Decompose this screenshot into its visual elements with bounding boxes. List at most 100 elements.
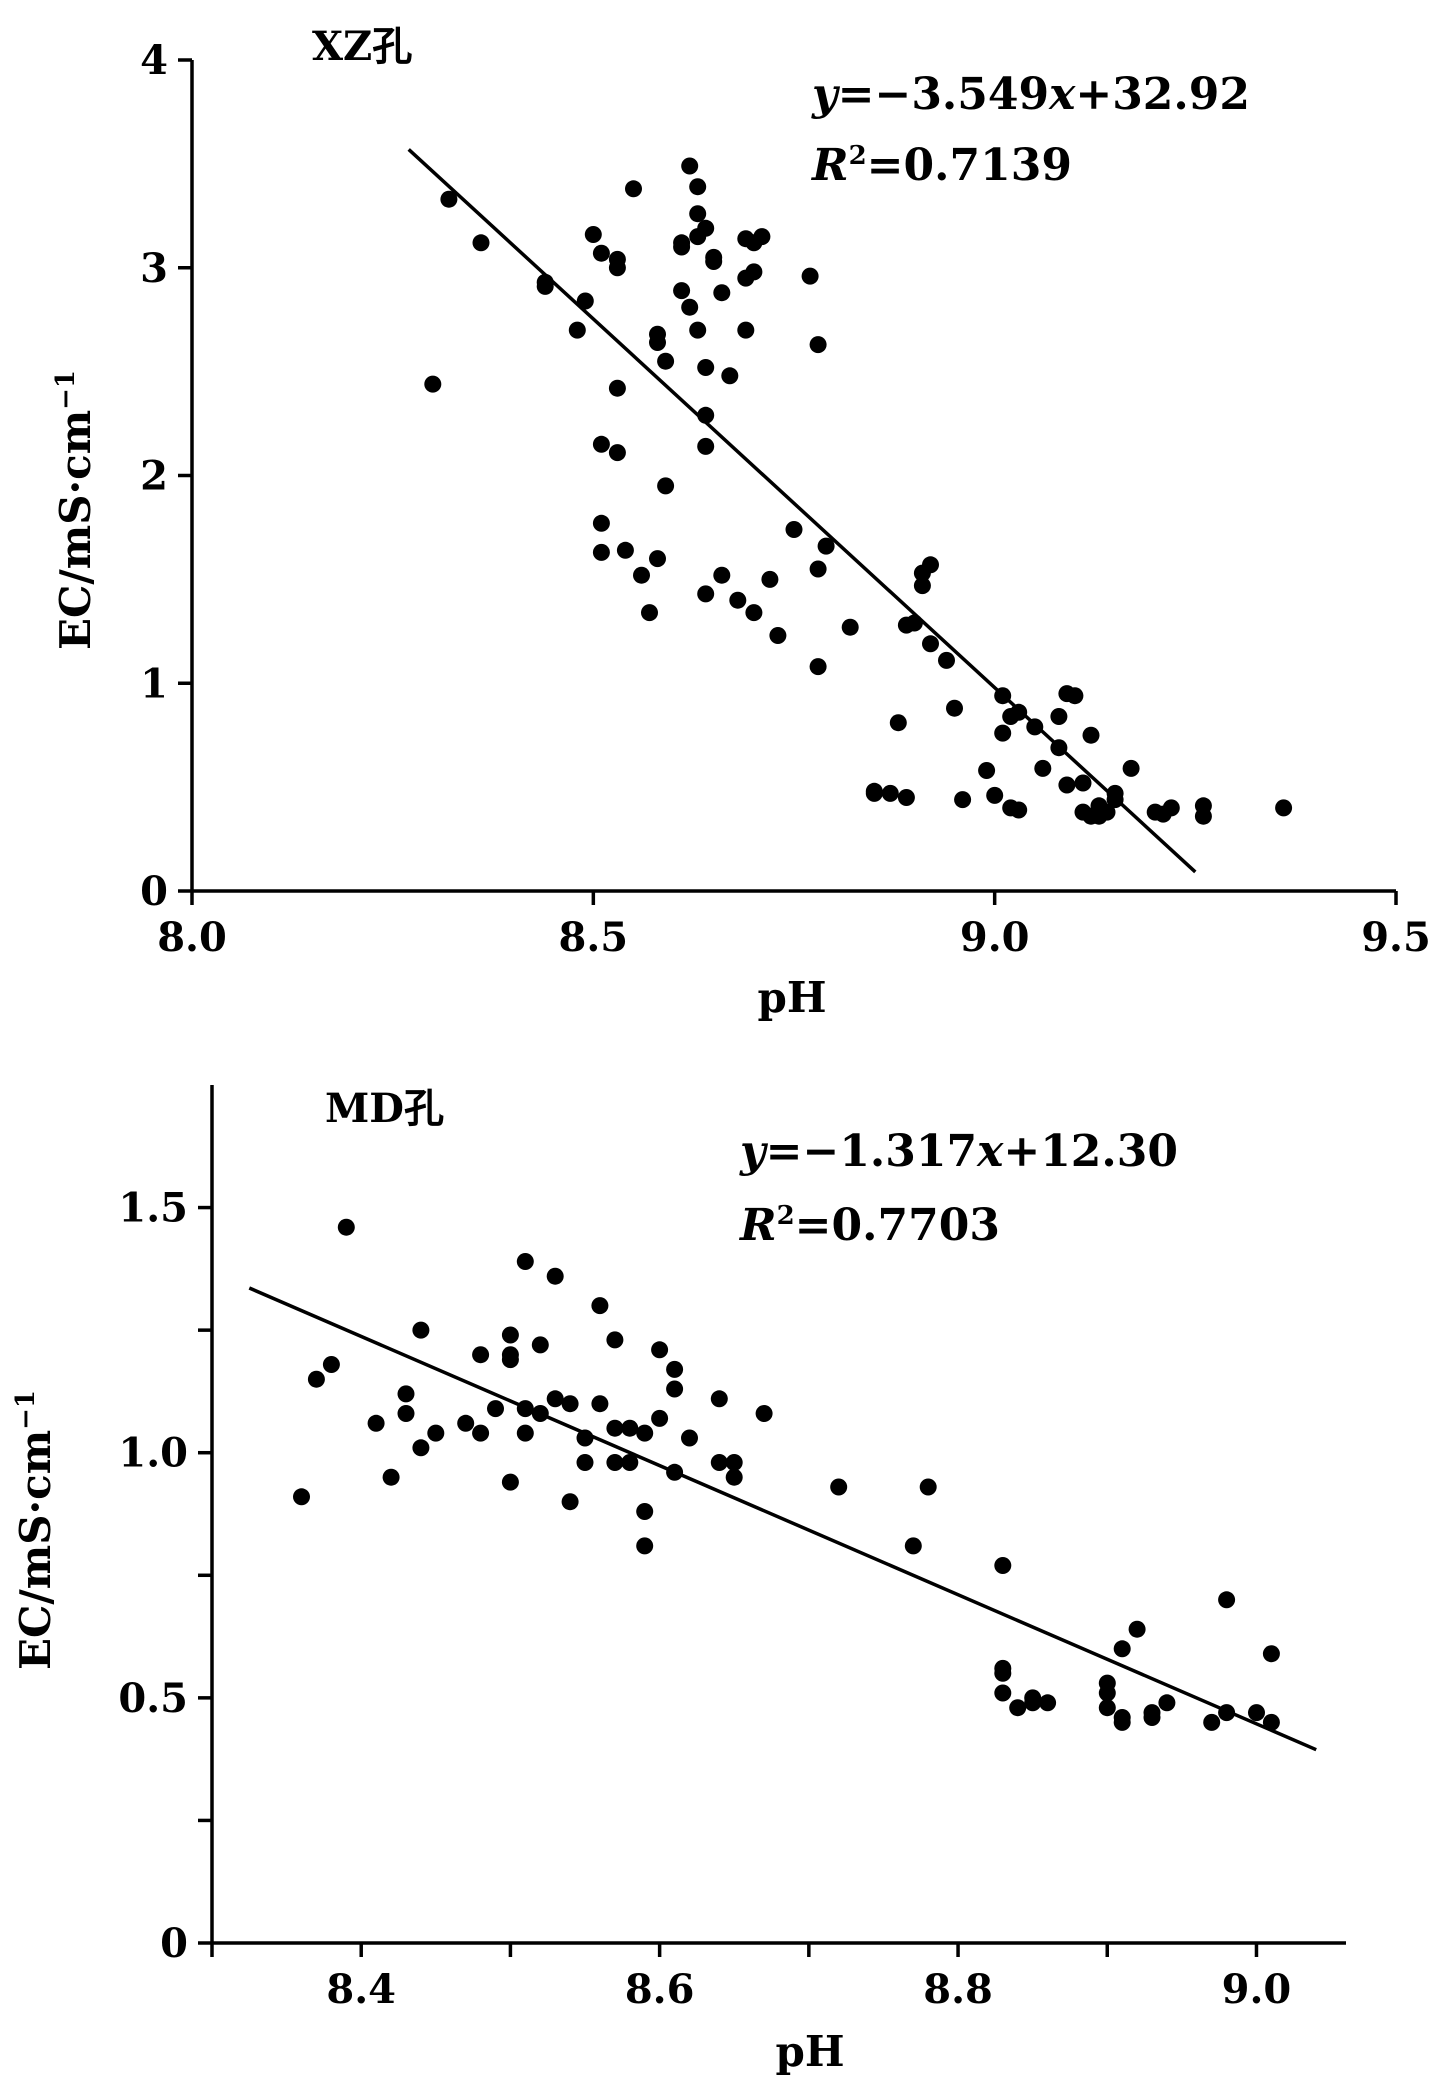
xz-point-42	[713, 566, 731, 584]
xz-x-tick-label-2: 9.0	[960, 914, 1030, 961]
md-r-var: R	[738, 1200, 777, 1251]
xz-point-56	[809, 336, 827, 354]
xz-r-value: =0.7139	[867, 140, 1072, 191]
md-point-26	[561, 1395, 579, 1413]
xz-point-44	[729, 591, 747, 609]
md-x-tick-label-3: 9.0	[1222, 1966, 1292, 2013]
xz-point-72	[938, 651, 955, 669]
md-point-4	[367, 1414, 385, 1432]
md-x-axis-title: pH	[775, 2027, 844, 2076]
md-point-64	[1098, 1699, 1116, 1717]
md-point-46	[710, 1390, 728, 1408]
xz-eq-slope: =−3.549	[838, 69, 1050, 120]
md-point-32	[606, 1331, 624, 1349]
md-point-14	[487, 1400, 504, 1418]
xz-point-58	[809, 658, 827, 676]
md-point-2	[322, 1356, 340, 1373]
xz-point-75	[978, 762, 996, 779]
xz-point-34	[689, 321, 707, 339]
xz-point-104	[1194, 807, 1212, 825]
xz-point-74	[954, 791, 972, 809]
xz-point-105	[1275, 799, 1293, 817]
xz-eq-y-var: y	[811, 69, 841, 120]
xz-point-31	[689, 205, 707, 223]
xz-point-13	[608, 444, 626, 462]
xz-y-tick-label-2: 2	[140, 453, 168, 500]
xz-point-71	[922, 635, 939, 653]
xz-point-43	[721, 367, 739, 385]
md-point-60	[1024, 1694, 1042, 1712]
md-y-axis-title: EC/mS·cm−1	[11, 1390, 60, 1670]
md-point-22	[531, 1336, 549, 1354]
xz-point-17	[633, 566, 650, 584]
xz-point-59	[817, 537, 835, 555]
md-x-tick-label-0: 8.4	[326, 1966, 396, 2013]
md-point-0	[293, 1488, 310, 1506]
md-point-45	[681, 1429, 698, 1447]
xz-point-35	[697, 359, 715, 376]
md-eq-intercept: +12.30	[1003, 1126, 1178, 1177]
md-point-49	[725, 1468, 743, 1486]
xz-point-102	[1162, 799, 1180, 817]
xz-point-51	[753, 228, 771, 246]
md-point-75	[1248, 1704, 1265, 1722]
xz-point-54	[785, 521, 803, 538]
md-point-76	[1262, 1645, 1280, 1663]
xz-r-var: R	[810, 140, 849, 191]
xz-point-49	[737, 321, 755, 339]
md-point-6	[397, 1385, 415, 1403]
md-point-10	[427, 1424, 445, 1442]
md-point-70	[1143, 1709, 1161, 1726]
chart-md: 8.4 8.6 8.8 9.0 0 0.5 1.0 1.5 MD孔 y=−1.317x+12.…	[11, 1085, 1346, 2076]
xz-y-tick-label-0: 0	[140, 868, 168, 915]
md-point-1	[307, 1370, 325, 1388]
xz-point-53	[769, 627, 787, 644]
md-title: MD孔	[325, 1085, 444, 1132]
xz-point-92	[1082, 726, 1100, 744]
md-point-57	[994, 1684, 1012, 1702]
md-point-35	[621, 1419, 639, 1437]
xz-point-4	[536, 277, 554, 295]
xz-point-11	[608, 379, 626, 397]
md-y-tick-label-0: 0	[160, 1920, 188, 1967]
md-point-7	[397, 1405, 415, 1422]
md-point-61	[1039, 1694, 1057, 1712]
xz-point-57	[809, 560, 827, 578]
xz-x-axis-title: pH	[757, 973, 826, 1022]
md-point-21	[516, 1424, 534, 1442]
xz-point-30	[689, 178, 707, 196]
md-point-56	[994, 1664, 1012, 1682]
md-y-axis-title-text: EC/mS·cm	[11, 1430, 60, 1670]
md-point-27	[561, 1493, 579, 1511]
md-eq-slope: =−1.317	[766, 1126, 978, 1177]
md-point-33	[606, 1419, 624, 1437]
xz-point-64	[889, 714, 907, 732]
md-point-52	[904, 1537, 922, 1555]
md-equation: y=−1.317x+12.30	[739, 1126, 1178, 1177]
md-point-11	[457, 1414, 475, 1432]
md-point-39	[636, 1537, 654, 1555]
xz-x-tick-label-0: 8.0	[157, 914, 227, 961]
xz-point-19	[649, 550, 666, 568]
md-eq-x-var: x	[976, 1126, 1004, 1177]
xz-point-15	[592, 543, 610, 561]
xz-point-2	[472, 234, 490, 252]
md-fit-line	[248, 1286, 1317, 1752]
md-point-19	[516, 1253, 534, 1270]
md-point-71	[1158, 1694, 1176, 1712]
xz-point-40	[705, 253, 723, 270]
xz-point-16	[616, 541, 634, 559]
md-r-value: =0.7703	[795, 1200, 1000, 1251]
xz-point-14	[592, 514, 610, 532]
xz-y-axis-title-sup: −1	[51, 370, 81, 410]
md-point-48	[725, 1454, 743, 1471]
md-point-17	[501, 1351, 519, 1369]
xz-y-axis-title: EC/mS·cm−1	[51, 370, 100, 650]
xz-ticks: 8.0 8.5 9.0 9.5 0 1 2 3 4	[140, 37, 1431, 961]
md-y-axis-title-sup: −1	[11, 1390, 41, 1430]
xz-point-63	[881, 784, 899, 802]
md-point-63	[1098, 1684, 1116, 1702]
xz-point-7	[584, 226, 602, 243]
md-x-tick-label-2: 8.8	[923, 1966, 993, 2013]
